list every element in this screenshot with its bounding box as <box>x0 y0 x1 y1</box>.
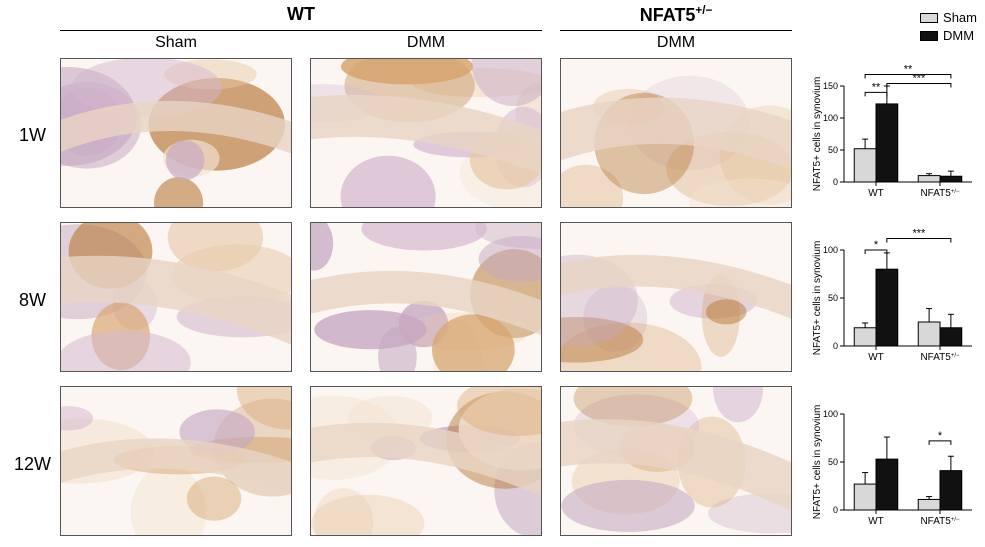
subheader-dmm-het: DMM <box>560 34 792 52</box>
svg-text:50: 50 <box>828 457 838 467</box>
grid-row-12w <box>60 386 800 536</box>
header-het-rule <box>560 30 792 31</box>
svg-text:NFAT5+ cells in synovium: NFAT5+ cells in synovium <box>812 241 823 356</box>
histology-placeholder <box>561 59 791 207</box>
histology-placeholder <box>61 223 291 371</box>
panel-1w-wt-sham <box>60 58 292 208</box>
legend-item-sham: Sham <box>920 10 977 25</box>
panel-1w-het-dmm <box>560 58 792 208</box>
svg-text:WT: WT <box>868 188 884 199</box>
header-wt: WT <box>60 4 542 25</box>
panel-12w-wt-dmm <box>310 386 542 536</box>
header-het: NFAT5+/− <box>560 4 792 26</box>
svg-text:0: 0 <box>833 341 838 351</box>
chart-8w: 0 50 100NFAT5+ cells in synovium WT NFAT5+/−… <box>810 222 978 372</box>
row-label-12w: 12W <box>10 454 55 475</box>
legend-swatch-dmm <box>920 31 938 41</box>
chart-12w: 0 50 100NFAT5+ cells in synovium WT NFAT5+/−… <box>810 386 978 536</box>
condition-header-row: Sham DMM DMM <box>60 34 800 56</box>
svg-text:NFAT5+/−: NFAT5+/− <box>920 188 960 199</box>
svg-text:WT: WT <box>868 352 884 363</box>
histology-placeholder <box>61 387 291 535</box>
legend-item-dmm: DMM <box>920 28 977 43</box>
svg-text:***: *** <box>912 227 926 239</box>
svg-text:50: 50 <box>828 293 838 303</box>
svg-text:50: 50 <box>828 145 838 155</box>
panel-12w-wt-sham <box>60 386 292 536</box>
genotype-header-row: WT NFAT5+/− <box>60 4 800 32</box>
histology-placeholder <box>561 387 791 535</box>
legend-swatch-sham <box>920 13 938 23</box>
figure-root: WT NFAT5+/− Sham DMM DMM 1W 8W 12W <box>0 0 985 547</box>
histology-placeholder <box>61 59 291 207</box>
svg-text:NFAT5+/−: NFAT5+/− <box>920 516 960 527</box>
legend-label-sham: Sham <box>943 10 977 25</box>
header-wt-label: WT <box>287 4 315 24</box>
histology-placeholder <box>311 59 541 207</box>
grid-row-8w <box>60 222 800 372</box>
svg-text:WT: WT <box>868 516 884 527</box>
header-het-label: NFAT5+/− <box>640 5 713 25</box>
svg-text:0: 0 <box>833 177 838 187</box>
histology-placeholder <box>561 223 791 371</box>
svg-text:100: 100 <box>823 409 838 419</box>
svg-text:100: 100 <box>823 245 838 255</box>
panel-8w-wt-dmm <box>310 222 542 372</box>
legend-label-dmm: DMM <box>943 28 974 43</box>
histology-placeholder <box>311 223 541 371</box>
svg-text:NFAT5+/−: NFAT5+/− <box>920 352 960 363</box>
panel-12w-het-dmm <box>560 386 792 536</box>
panel-1w-wt-dmm <box>310 58 542 208</box>
charts-column: 050100150NFAT5+ cells in synoviumWTNFAT5… <box>810 58 978 536</box>
legend: Sham DMM <box>920 10 977 46</box>
svg-text:150: 150 <box>823 81 838 91</box>
panel-8w-wt-sham <box>60 222 292 372</box>
svg-text:NFAT5+ cells in synovium: NFAT5+ cells in synovium <box>812 405 823 520</box>
svg-text:**: ** <box>904 63 913 75</box>
chart-1w: 0 50 100 150NFAT5+ cells in synovium WT NFAT5… <box>810 58 978 208</box>
svg-text:0: 0 <box>833 505 838 515</box>
row-label-1w: 1W <box>10 125 55 146</box>
svg-text:*: * <box>938 430 943 442</box>
svg-text:**: ** <box>872 81 881 93</box>
header-wt-rule <box>60 30 542 31</box>
subheader-sham: Sham <box>60 34 292 52</box>
row-label-8w: 8W <box>10 290 55 311</box>
subheader-dmm-wt: DMM <box>310 34 542 52</box>
grid-row-1w <box>60 58 800 208</box>
svg-text:100: 100 <box>823 113 838 123</box>
svg-text:NFAT5+ cells in synovium: NFAT5+ cells in synovium <box>812 77 823 192</box>
histology-placeholder <box>311 387 541 535</box>
svg-text:*: * <box>874 239 879 251</box>
panel-8w-het-dmm <box>560 222 792 372</box>
